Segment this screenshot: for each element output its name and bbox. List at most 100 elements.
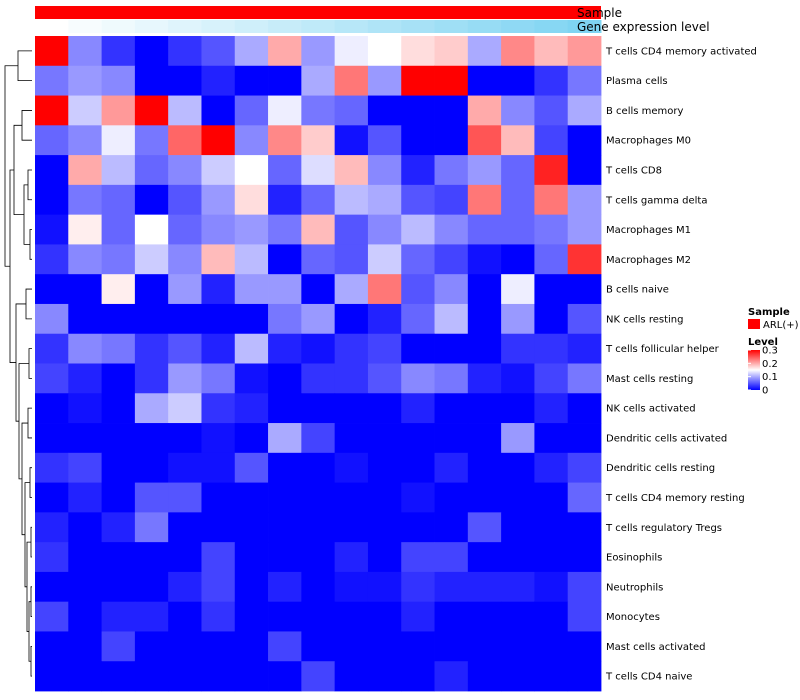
heatmap-cell [501, 631, 535, 662]
heatmap-cell [367, 214, 402, 245]
heatmap-cell [301, 601, 336, 632]
heatmap-cell [534, 512, 569, 543]
gene-expression-annotation-track [35, 20, 602, 33]
heatmap-cell [68, 274, 102, 305]
heatmap-cell [101, 125, 136, 156]
heatmap-cell [134, 512, 169, 543]
heatmap-cell [501, 571, 535, 603]
heatmap-cell [567, 542, 602, 573]
heatmap-cell [534, 363, 569, 394]
heatmap-cell [68, 36, 102, 67]
heatmap-cell [68, 125, 102, 156]
heatmap-cell [234, 244, 269, 275]
dendrogram-branch [29, 229, 32, 260]
heatmap-cell [534, 631, 569, 662]
row-label: NK cells activated [606, 404, 696, 415]
row-label: B cells naive [606, 285, 669, 296]
heatmap-cell [234, 363, 269, 394]
row-label: T cells regulatory Tregs [605, 523, 722, 534]
heatmap-cell [334, 512, 369, 543]
heatmap-cell [134, 125, 169, 156]
heatmap-cell [201, 423, 236, 454]
gene-expression-track-cell [35, 20, 69, 33]
heatmap-cell [201, 36, 236, 67]
heatmap-cell [35, 542, 69, 573]
heatmap-cell [268, 542, 302, 573]
heatmap-cell [168, 303, 202, 335]
heatmap-cell [101, 155, 136, 186]
heatmap-cell [567, 303, 602, 335]
heatmap-cell [501, 423, 535, 454]
heatmap-cell [401, 423, 435, 454]
heatmap-cell [268, 423, 302, 454]
heatmap-cell [501, 452, 535, 483]
heatmap-cell [101, 214, 136, 245]
heatmap-cell [68, 333, 102, 364]
row-label: Eosinophils [606, 553, 662, 564]
heatmap-cell [567, 393, 602, 424]
heatmap-cell [101, 244, 136, 275]
heatmap-cell [501, 95, 535, 126]
heatmap-cell [334, 601, 369, 632]
heatmap-cell [134, 333, 169, 364]
dendrogram-branch [30, 645, 32, 677]
heatmap-cell [367, 601, 402, 632]
heatmap-cell [367, 452, 402, 483]
heatmap-cell [334, 303, 369, 335]
heatmap-cell [434, 214, 469, 245]
heatmap-cell [201, 482, 236, 513]
heatmap-cell [134, 65, 169, 96]
heatmap-cell [234, 661, 269, 692]
heatmap-cell [134, 155, 169, 186]
heatmap-cell [134, 393, 169, 424]
row-label: T cells CD4 memory resting [605, 493, 745, 504]
heatmap-cell [101, 571, 136, 603]
heatmap-cell [134, 36, 169, 67]
heatmap-cell [567, 36, 602, 67]
heatmap-cell [434, 244, 469, 275]
heatmap-cell [35, 512, 69, 543]
heatmap-cell [434, 184, 469, 216]
heatmap-cell [168, 155, 202, 186]
dendrogram-branch [27, 169, 32, 201]
heatmap-cell [334, 423, 369, 454]
heatmap-cell [434, 661, 469, 692]
heatmap-cell [567, 482, 602, 513]
heatmap-cell [201, 542, 236, 573]
dendrogram-branch [4, 65, 18, 267]
heatmap-cell [367, 244, 402, 275]
heatmap-cell [234, 65, 269, 96]
heatmap-cell [168, 482, 202, 513]
heatmap-cell [501, 36, 535, 67]
heatmap-cell [68, 571, 102, 603]
heatmap-cell [334, 184, 369, 216]
heatmap-cell [567, 95, 602, 126]
gene-expression-track-cell [234, 20, 269, 33]
heatmap-cell [501, 244, 535, 275]
heatmap-cell [268, 274, 302, 305]
heatmap-cell [168, 274, 202, 305]
dendrogram-branch [29, 467, 32, 498]
heatmap-cell [68, 155, 102, 186]
heatmap-cell [234, 542, 269, 573]
heatmap-cell [567, 333, 602, 364]
heatmap-cell [201, 363, 236, 394]
row-label: T cells gamma delta [605, 195, 707, 206]
heatmap-cell [68, 482, 102, 513]
dendrogram-branch [28, 348, 32, 379]
gene-expression-track-cell [201, 20, 236, 33]
heatmap-cell [201, 452, 236, 483]
heatmap-cell [234, 184, 269, 216]
heatmap-cell [567, 452, 602, 483]
heatmap-cell [234, 631, 269, 662]
gene-expression-track-cell [101, 20, 136, 33]
heatmap-cell [301, 423, 336, 454]
gene-expression-track-cell [268, 20, 302, 33]
heatmap-cell [201, 184, 236, 216]
heatmap-cell [567, 184, 602, 216]
heatmap-cell [168, 452, 202, 483]
heatmap-cell [334, 363, 369, 394]
heatmap-cell [35, 274, 69, 305]
heatmap-cell [434, 303, 469, 335]
